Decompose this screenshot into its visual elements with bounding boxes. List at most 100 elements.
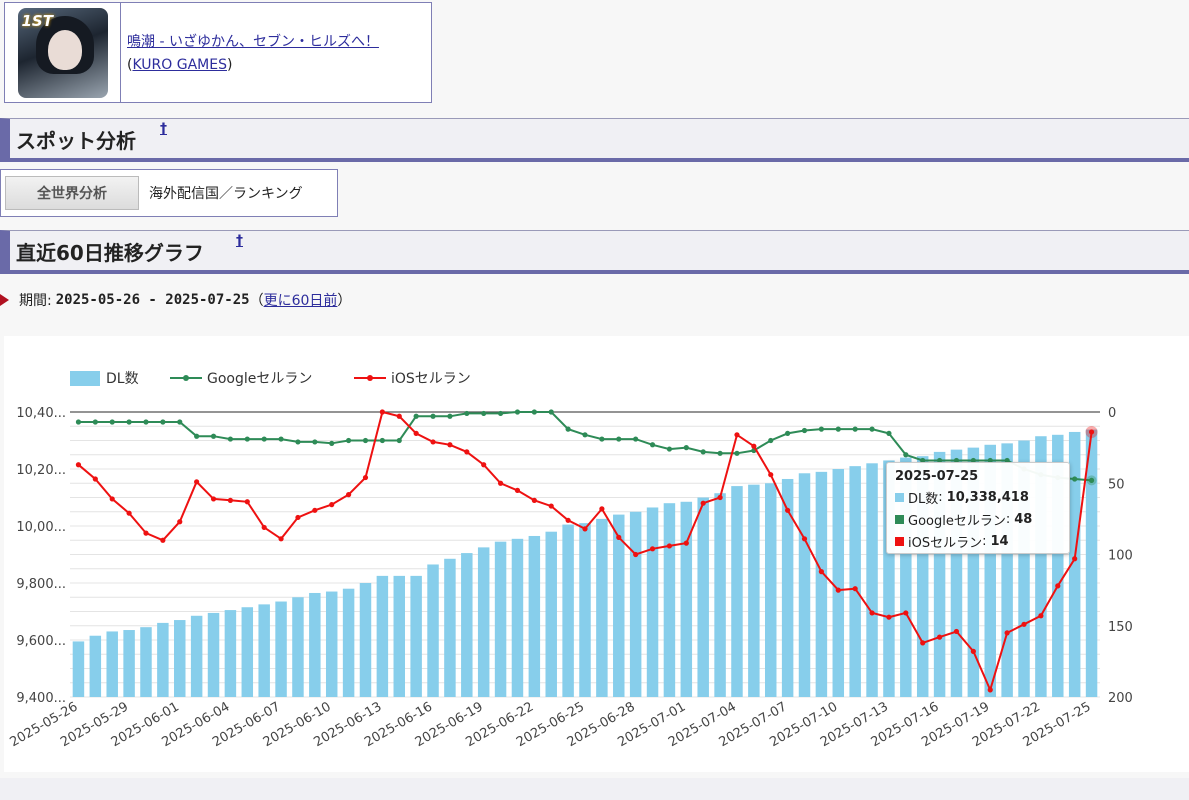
- dl-bar: [207, 612, 220, 697]
- ios-rank-point: [599, 506, 605, 512]
- google-rank-point: [362, 437, 369, 444]
- dl-bar: [224, 610, 237, 697]
- dl-bar: [342, 588, 355, 697]
- dl-bar: [562, 524, 574, 697]
- dl-bar: [866, 463, 878, 697]
- ios-rank-point: [396, 413, 402, 419]
- google-rank-point: [126, 419, 132, 425]
- dl-bar: [781, 478, 794, 697]
- dl-bar: [157, 622, 169, 697]
- ios-rank-point: [497, 480, 504, 486]
- google-rank-point: [582, 432, 588, 438]
- ios-rank-point: [92, 476, 98, 482]
- tooltip-row-google: Googleセルラン:48: [895, 510, 1061, 529]
- google-rank-point: [75, 419, 82, 425]
- legend-dl-label: DL数: [106, 371, 139, 387]
- spot-analysis-header: スポット分析 †: [0, 118, 1189, 162]
- ios-rank-point: [379, 409, 385, 415]
- google-rank-point: [329, 440, 335, 446]
- google-rank-point: [953, 457, 960, 464]
- dl-bar: [798, 473, 811, 697]
- dl-bar: [1085, 429, 1098, 697]
- google-rank-point: [801, 427, 808, 434]
- dl-bar: [646, 507, 659, 697]
- ios-rank-point: [987, 687, 993, 693]
- google-rank-point: [616, 436, 622, 442]
- google-rank-point: [970, 457, 976, 464]
- app-icon-badge: 1ST: [21, 11, 53, 30]
- publisher-link[interactable]: KURO GAMES: [132, 57, 227, 73]
- ios-rank-point: [126, 510, 132, 516]
- ios-rank-point: [244, 499, 250, 505]
- right-axis-tick-label: 200: [1108, 691, 1133, 706]
- ios-rank-point: [227, 497, 234, 503]
- ios-rank-point: [920, 640, 926, 646]
- dl-bar: [545, 531, 557, 697]
- google-rank-point: [278, 436, 284, 442]
- ios-rank-point: [700, 500, 706, 506]
- google-rank-point: [160, 419, 166, 425]
- ios-rank-point: [413, 430, 419, 436]
- dl-bar: [984, 444, 996, 697]
- google-rank-point: [599, 436, 605, 442]
- ios-rank-point: [970, 648, 976, 654]
- app-title-link[interactable]: 鳴潮 - いざゆかん、セブン・ヒルズへ！: [127, 34, 379, 50]
- google-rank-point: [683, 445, 689, 451]
- ios-rank-point: [1038, 613, 1044, 619]
- dl-bar: [106, 631, 118, 697]
- tooltip-google-name: Googleセルラン: [908, 514, 1006, 529]
- trend-graph-anchor[interactable]: †: [236, 233, 243, 249]
- dl-bar: [393, 575, 406, 697]
- app-info-table: 1ST 鳴潮 - いざゆかん、セブン・ヒルズへ！ (KURO GAMES): [4, 2, 432, 103]
- dl-bar: [1068, 431, 1081, 697]
- dl-bar: [1001, 443, 1013, 697]
- dl-bar: [714, 493, 726, 697]
- ios-rank-point: [1088, 429, 1095, 435]
- legend-google-marker: [183, 375, 189, 381]
- google-rank-point: [818, 426, 824, 432]
- dl-bar: [950, 449, 963, 697]
- ios-rank-point: [1021, 621, 1027, 627]
- tooltip-date: 2025-07-25: [895, 469, 979, 484]
- ios-rank-point: [886, 614, 892, 620]
- trend-graph-header: 直近60日推移グラフ †: [0, 230, 1189, 274]
- trend-chart[interactable]: 9,400... 9,600... 9,800... 10,00... 10,20...…: [4, 336, 1189, 772]
- dl-bar: [494, 541, 507, 697]
- ios-rank-point: [194, 479, 200, 485]
- dl-bar: [325, 591, 338, 697]
- ios-rank-point: [801, 536, 808, 542]
- ios-rank-point: [852, 586, 858, 592]
- tooltip-google-swatch: [895, 515, 904, 524]
- google-rank-point: [464, 410, 470, 417]
- ios-rank-point: [447, 442, 453, 448]
- spot-analysis-title: スポット分析: [16, 129, 136, 153]
- ios-rank-point: [1055, 583, 1061, 589]
- ios-rank-point: [818, 569, 824, 575]
- google-rank-point: [852, 426, 858, 432]
- dl-bar: [1035, 436, 1047, 697]
- tooltip-google-value: 48: [1014, 512, 1033, 527]
- google-rank-point: [396, 437, 402, 444]
- google-rank-point: [633, 436, 639, 442]
- right-axis-tick-label: 150: [1108, 620, 1133, 635]
- app-icon[interactable]: 1ST: [17, 7, 108, 98]
- dl-bar: [359, 583, 372, 697]
- dl-bar: [883, 460, 895, 697]
- legend-dl-swatch: [70, 371, 100, 386]
- period-value: 2025-05-26 - 2025-07-25: [55, 292, 250, 308]
- dl-bar: [748, 484, 760, 697]
- dl-bar: [376, 575, 389, 697]
- worldwide-analysis-button[interactable]: 全世界分析: [5, 176, 139, 210]
- google-rank-point: [413, 413, 419, 419]
- dl-bar: [663, 503, 676, 697]
- ios-rank-point: [531, 497, 537, 503]
- ios-rank-point: [565, 517, 571, 523]
- tooltip-ios-value: 14: [990, 534, 1009, 549]
- ios-rank-point: [481, 462, 487, 468]
- ios-rank-point: [261, 524, 267, 531]
- ios-rank-point: [734, 432, 740, 438]
- dl-bar: [528, 535, 541, 697]
- tooltip-dl-value: 10,338,418: [946, 490, 1029, 505]
- spot-analysis-anchor[interactable]: †: [160, 121, 167, 137]
- previous-60-days-link[interactable]: 更に60日前: [263, 293, 338, 309]
